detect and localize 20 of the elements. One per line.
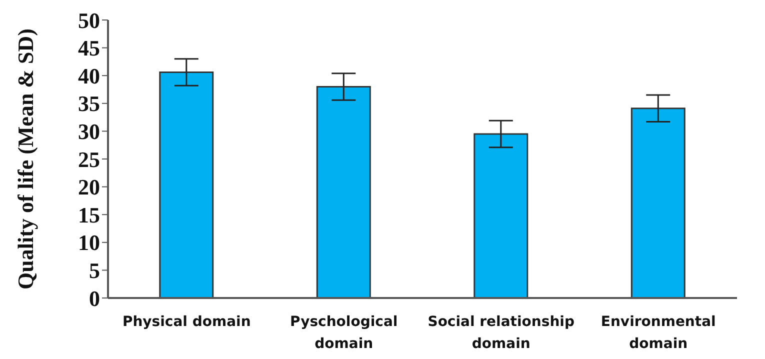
y-tick-label: 35 <box>78 91 100 116</box>
bar <box>474 133 528 298</box>
y-tick-label: 45 <box>78 36 100 61</box>
y-tick-label: 25 <box>78 146 100 172</box>
x-tick-label: Physical domain <box>122 314 251 330</box>
x-tick-label: Environmental domain <box>600 314 716 352</box>
y-tick-label: 5 <box>89 258 100 284</box>
bar <box>316 86 371 298</box>
y-axis-title: Quality of life (Mean & SD) <box>12 28 38 290</box>
y-tick-label: 0 <box>89 286 100 311</box>
x-tick-label: Social relationship domain <box>428 314 575 352</box>
y-tick-label: 20 <box>78 174 100 200</box>
y-tick-label: 10 <box>78 230 100 256</box>
y-tick-label: 50 <box>78 8 100 33</box>
y-tick-label: 15 <box>78 202 100 228</box>
bar <box>159 72 214 298</box>
bar <box>630 108 686 298</box>
x-tick-label: Pyschological domain <box>290 314 398 352</box>
y-tick-label: 30 <box>78 119 100 144</box>
y-tick-label: 40 <box>78 63 100 88</box>
